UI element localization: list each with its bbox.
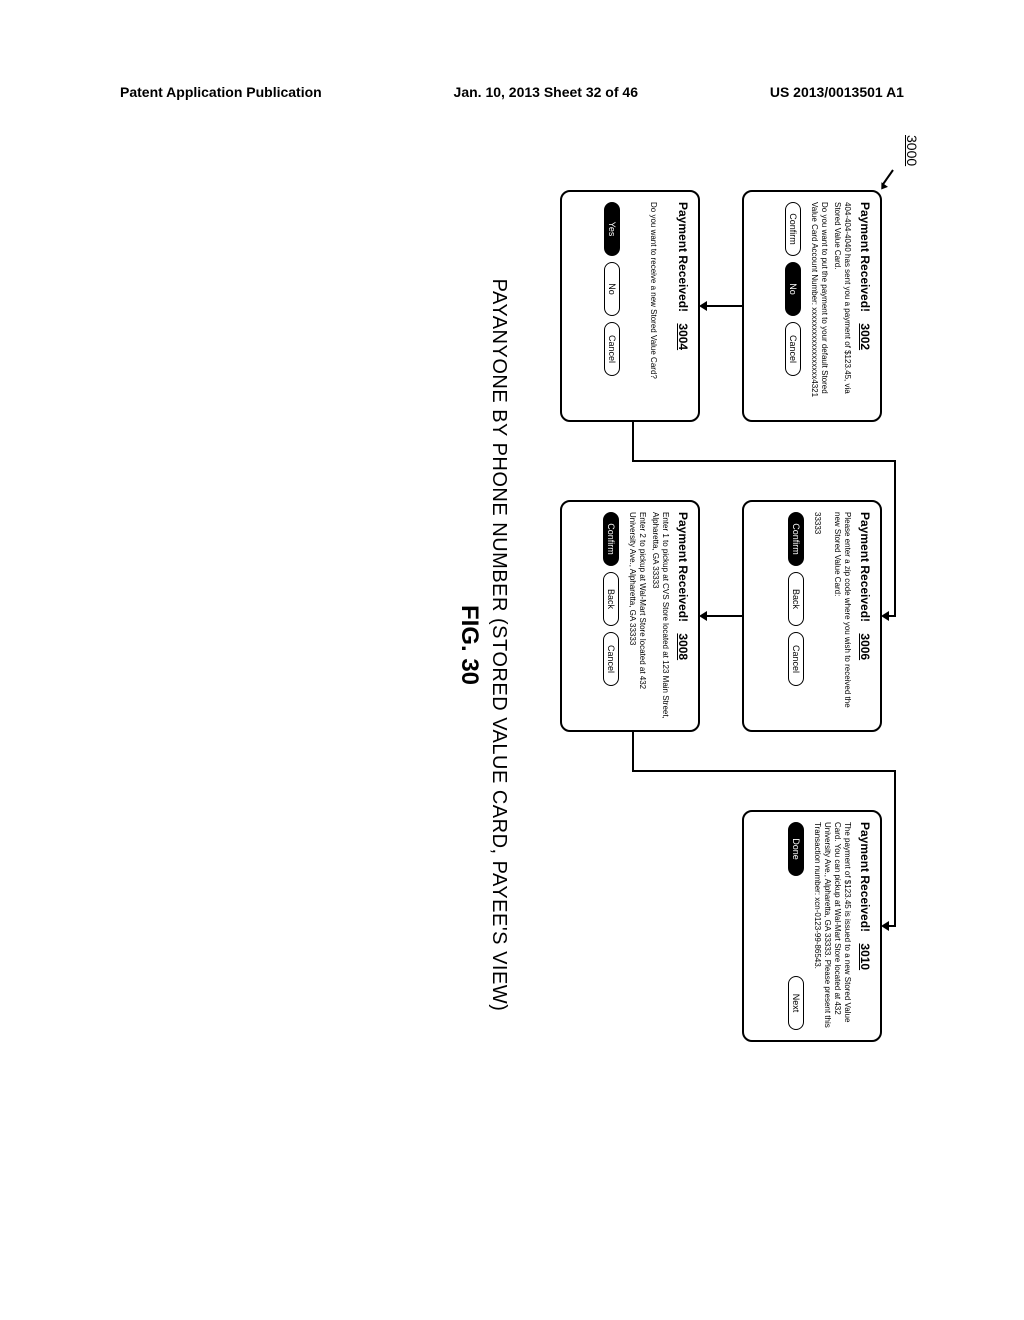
arrow-head-icon [699, 301, 707, 311]
confirm-button[interactable]: Confirm [603, 512, 619, 566]
body-line: The payment of $123.45 is issued to a ne… [812, 822, 852, 1030]
panel-3002: Payment Received! 3002 404-404-4040 has … [742, 190, 882, 422]
confirm-button[interactable]: Confirm [785, 202, 801, 256]
page: Patent Application Publication Jan. 10, … [0, 0, 1024, 1320]
body-line: Enter 2 to pickup at Wal-Mart Store loca… [627, 512, 647, 720]
cancel-button[interactable]: Cancel [604, 322, 620, 376]
arrow-3008-up [632, 770, 896, 772]
panel-title-text: Payment Received! [676, 202, 690, 312]
no-button[interactable]: No [785, 262, 801, 316]
body-line: Enter 1 to pickup at CVS Store located a… [650, 512, 670, 720]
figure-caption: PAYANYONE BY PHONE NUMBER (STORED VALUE … [455, 170, 510, 1120]
panel-number: 3002 [858, 323, 872, 350]
cancel-button[interactable]: Cancel [788, 632, 804, 686]
arrow-head-icon [699, 611, 707, 621]
panel-title-text: Payment Received! [676, 512, 690, 622]
button-row: Confirm Back Cancel [788, 512, 804, 720]
no-button[interactable]: No [604, 262, 620, 316]
arrow-3004-up [632, 460, 896, 462]
button-row: Confirm Back Cancel [603, 512, 619, 720]
panel-title-text: Payment Received! [858, 822, 872, 932]
arrow-3004-out [632, 422, 634, 460]
panel-3004: Payment Received! 3004 Do you want to re… [560, 190, 700, 422]
panel-body: The payment of $123.45 is issued to a ne… [812, 822, 852, 1030]
figure-region: 3000 Payment Received! 3002 404-404-4040… [130, 170, 910, 1120]
arrow-3008-out [632, 732, 634, 770]
caption-line-1: PAYANYONE BY PHONE NUMBER (STORED VALUE … [487, 170, 510, 1120]
panel-title-text: Payment Received! [858, 202, 872, 312]
arrow-3002-3004 [704, 305, 742, 307]
arrow-3006-3008 [704, 615, 742, 617]
panel-title: Payment Received! 3002 [858, 202, 872, 410]
panel-title: Payment Received! 3010 [858, 822, 872, 1030]
button-row: Yes No Cancel [604, 202, 620, 410]
cancel-button[interactable]: Cancel [785, 322, 801, 376]
caption-line-2: FIG. 30 [455, 170, 483, 1120]
flow-diagram: 3000 Payment Received! 3002 404-404-4040… [130, 170, 910, 1120]
panel-number: 3008 [676, 633, 690, 660]
panel-title: Payment Received! 3006 [858, 512, 872, 720]
body-line: Do you want to receive a new Stored Valu… [648, 202, 658, 410]
panel-body: Enter 1 to pickup at CVS Store located a… [627, 512, 670, 720]
cancel-button[interactable]: Cancel [603, 632, 619, 686]
panel-title: Payment Received! 3004 [676, 202, 690, 410]
panel-body: Please enter a zip code where you wish t… [812, 512, 852, 720]
panel-3010: Payment Received! 3010 The payment of $1… [742, 810, 882, 1042]
body-line: 404-404-4040 has sent you a payment of $… [832, 202, 852, 410]
body-line: Please enter a zip code where you wish t… [832, 512, 852, 720]
panel-3006: Payment Received! 3006 Please enter a zi… [742, 500, 882, 732]
arrow-head-icon [881, 921, 889, 931]
next-button[interactable]: Next [788, 976, 804, 1030]
panel-title: Payment Received! 3008 [676, 512, 690, 720]
header-left: Patent Application Publication [120, 84, 322, 100]
button-row: Confirm No Cancel [785, 202, 801, 410]
back-button[interactable]: Back [788, 572, 804, 626]
body-line: Do you want to put the payment to your d… [809, 202, 829, 410]
panel-3008: Payment Received! 3008 Enter 1 to pickup… [560, 500, 700, 732]
header-center: Jan. 10, 2013 Sheet 32 of 46 [454, 84, 638, 100]
arrow-top-bus-1 [894, 460, 896, 615]
done-button[interactable]: Done [788, 822, 804, 876]
yes-button[interactable]: Yes [604, 202, 620, 256]
panel-number: 3004 [676, 323, 690, 350]
arrow-head-icon [881, 611, 889, 621]
page-header: Patent Application Publication Jan. 10, … [120, 84, 904, 100]
back-button[interactable]: Back [603, 572, 619, 626]
button-row: Done Next [788, 822, 804, 1030]
figure-ref: 3000 [904, 135, 920, 166]
confirm-button[interactable]: Confirm [788, 512, 804, 566]
panel-body: Do you want to receive a new Stored Valu… [648, 202, 658, 410]
body-line: 33333 [812, 512, 822, 720]
header-right: US 2013/0013501 A1 [770, 84, 904, 100]
figure-ref-arrow [882, 170, 904, 192]
arrow-top-bus-2 [894, 770, 896, 925]
panel-number: 3010 [858, 943, 872, 970]
panel-body: 404-404-4040 has sent you a payment of $… [809, 202, 852, 410]
panel-title-text: Payment Received! [858, 512, 872, 622]
panel-number: 3006 [858, 633, 872, 660]
